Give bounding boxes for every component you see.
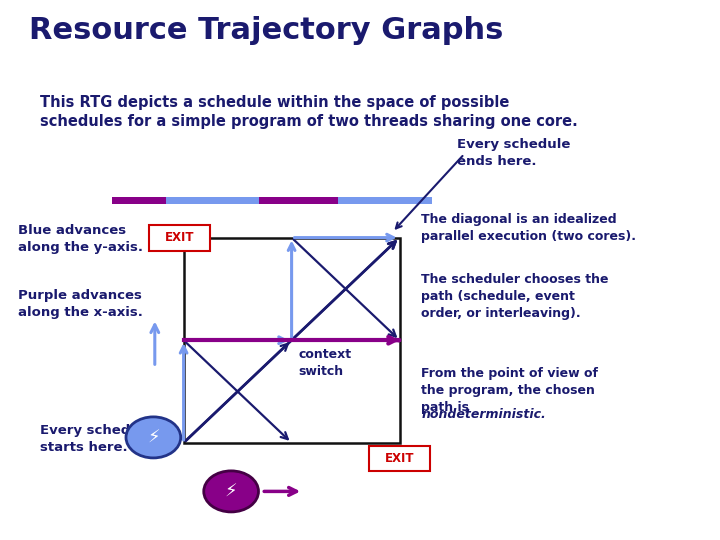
Bar (166, 197, 259, 204)
Bar (184, 238, 400, 443)
Text: This RTG depicts a schedule within the space of possible
schedules for a simple : This RTG depicts a schedule within the s… (40, 94, 577, 129)
Text: Purple advances
along the x-axis.: Purple advances along the x-axis. (18, 289, 143, 319)
Bar (369, 446, 431, 471)
Bar (112, 197, 166, 204)
Text: From the point of view of
the program, the chosen
path is: From the point of view of the program, t… (421, 367, 598, 414)
Text: context
switch: context switch (299, 348, 352, 379)
Text: Blue advances
along the y-axis.: Blue advances along the y-axis. (18, 224, 143, 254)
Text: EXIT: EXIT (385, 452, 414, 465)
Text: nondeterministic.: nondeterministic. (421, 408, 546, 421)
Text: ⚡: ⚡ (147, 428, 160, 447)
Circle shape (204, 471, 258, 512)
Text: Every schedule
starts here.: Every schedule starts here. (40, 424, 153, 454)
Text: ⚡: ⚡ (225, 482, 238, 501)
Bar (338, 197, 432, 204)
Text: The scheduler chooses the
path (schedule, event
order, or interleaving).: The scheduler chooses the path (schedule… (421, 273, 608, 320)
Bar (259, 197, 338, 204)
Circle shape (126, 417, 181, 458)
Text: Resource Trajectory Graphs: Resource Trajectory Graphs (29, 16, 503, 45)
Text: Every schedule
ends here.: Every schedule ends here. (457, 138, 570, 168)
Text: The diagonal is an idealized
parallel execution (two cores).: The diagonal is an idealized parallel ex… (421, 213, 636, 244)
Bar (149, 225, 210, 251)
Text: EXIT: EXIT (165, 231, 194, 244)
